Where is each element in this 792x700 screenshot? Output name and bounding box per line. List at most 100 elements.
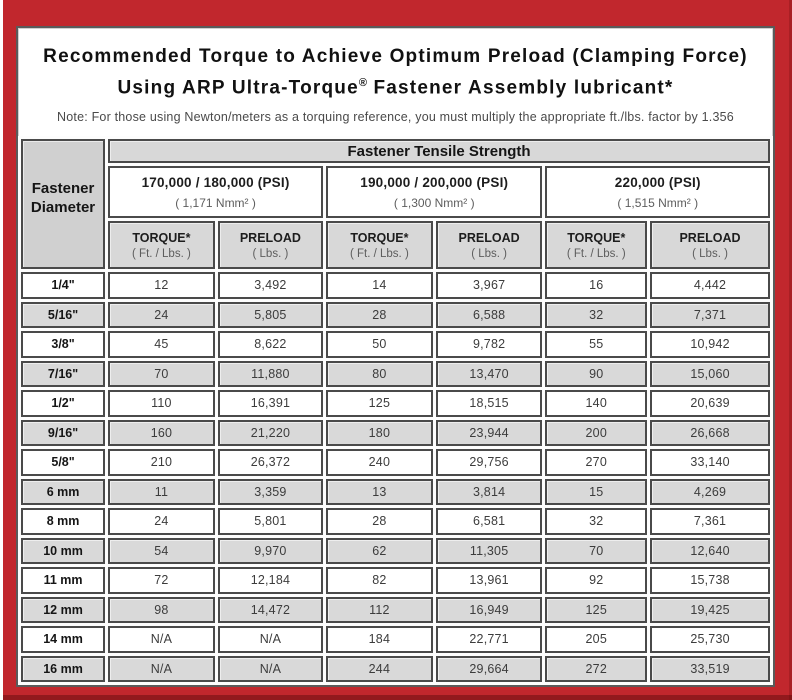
title-block: Recommended Torque to Achieve Optimum Pr…: [18, 28, 773, 136]
torque-value-cell: 32: [545, 508, 648, 535]
table-row: 7/16" 70 11,880 80 13,470 90 15,060: [21, 360, 770, 387]
preload-value-cell: 29,756: [435, 449, 543, 476]
torque-value-cell: N/A: [108, 626, 215, 653]
torque-value-cell: 70: [108, 360, 215, 387]
preload-value-cell: 6,581: [435, 508, 543, 535]
preload-value-cell: 18,515: [435, 390, 543, 417]
preload-value-cell: 8,622: [217, 331, 324, 358]
torque-value-cell: 24: [108, 301, 215, 328]
preload-value-cell: 22,771: [435, 626, 543, 653]
torque-value-cell: 11: [108, 478, 215, 505]
torque-value-cell: N/A: [108, 655, 215, 682]
preload-value-cell: 9,782: [435, 331, 543, 358]
psi-group-row: 170,000 / 180,000 (PSI) ( 1,171 Nmm² ) 1…: [21, 166, 770, 218]
preload-value-cell: 5,801: [217, 508, 324, 535]
torque-spec-table: Fastener Diameter Fastener Tensile Stren…: [18, 136, 773, 685]
preload-value-cell: 5,805: [217, 301, 324, 328]
diameter-cell: 5/16": [21, 301, 106, 328]
diameter-cell: 3/8": [21, 331, 106, 358]
fastener-diameter-header: Fastener Diameter: [21, 139, 106, 269]
table-row: 12 mm 98 14,472 112 16,949 125 19,425: [21, 596, 770, 623]
torque-unit: ( Ft. / Lbs. ): [349, 247, 409, 260]
torque-value-cell: 32: [545, 301, 648, 328]
torque-subheader-3: TORQUE* ( Ft. / Lbs. ): [545, 221, 648, 269]
torque-table-wrap: Fastener Diameter Fastener Tensile Stren…: [18, 136, 773, 685]
diameter-cell: 1/4": [21, 272, 106, 299]
preload-value-cell: 7,371: [650, 301, 770, 328]
psi-label: 220,000 (PSI): [614, 174, 701, 190]
torque-value-cell: 45: [108, 331, 215, 358]
psi-group-170-180: 170,000 / 180,000 (PSI) ( 1,171 Nmm² ): [108, 166, 324, 218]
torque-value-cell: 82: [326, 567, 433, 594]
preload-subheader-3: PRELOAD ( Lbs. ): [650, 221, 770, 269]
diameter-cell: 14 mm: [21, 626, 106, 653]
preload-value-cell: 4,269: [650, 478, 770, 505]
torque-value-cell: 98: [108, 596, 215, 623]
torque-value-cell: 14: [326, 272, 433, 299]
torque-value-cell: 90: [545, 360, 648, 387]
psi-label: 170,000 / 180,000 (PSI): [141, 174, 290, 190]
preload-label: PRELOAD: [458, 230, 520, 245]
diameter-cell: 7/16": [21, 360, 106, 387]
torque-value-cell: 80: [326, 360, 433, 387]
preload-value-cell: 26,372: [217, 449, 324, 476]
torque-value-cell: 50: [326, 331, 433, 358]
preload-value-cell: 13,961: [435, 567, 543, 594]
torque-value-cell: 70: [545, 537, 648, 564]
table-row: 1/2" 110 16,391 125 18,515 140 20,639: [21, 390, 770, 417]
preload-value-cell: 12,184: [217, 567, 324, 594]
diameter-cell: 10 mm: [21, 537, 106, 564]
table-row: 11 mm 72 12,184 82 13,961 92 15,738: [21, 567, 770, 594]
preload-value-cell: 16,391: [217, 390, 324, 417]
diameter-cell: 16 mm: [21, 655, 106, 682]
preload-value-cell: N/A: [217, 626, 324, 653]
torque-value-cell: 180: [326, 419, 433, 446]
torque-value-cell: 72: [108, 567, 215, 594]
table-row: 16 mm N/A N/A 244 29,664 272 33,519: [21, 655, 770, 682]
preload-value-cell: 11,880: [217, 360, 324, 387]
torque-value-cell: 15: [545, 478, 648, 505]
preload-value-cell: 29,664: [435, 655, 543, 682]
fastener-diameter-header-line2: Diameter: [30, 199, 96, 216]
torque-subheader-2: TORQUE* ( Ft. / Lbs. ): [326, 221, 433, 269]
page-title-line1: Recommended Torque to Achieve Optimum Pr…: [43, 45, 748, 67]
nmm-label: ( 1,515 Nmm² ): [617, 195, 699, 210]
preload-subheader-2: PRELOAD ( Lbs. ): [435, 221, 543, 269]
preload-unit: ( Lbs. ): [692, 247, 728, 260]
psi-label: 190,000 / 200,000 (PSI): [360, 174, 509, 190]
torque-value-cell: 210: [108, 449, 215, 476]
torque-value-cell: 28: [326, 508, 433, 535]
diameter-cell: 9/16": [21, 419, 106, 446]
torque-subheader-1: TORQUE* ( Ft. / Lbs. ): [108, 221, 215, 269]
table-row: 5/16" 24 5,805 28 6,588 32 7,371: [21, 301, 770, 328]
torque-value-cell: 125: [326, 390, 433, 417]
torque-value-cell: 24: [108, 508, 215, 535]
table-row: 8 mm 24 5,801 28 6,581 32 7,361: [21, 508, 770, 535]
preload-value-cell: 13,470: [435, 360, 543, 387]
preload-unit: ( Lbs. ): [471, 247, 507, 260]
preload-value-cell: 15,060: [650, 360, 770, 387]
preload-unit: ( Lbs. ): [252, 247, 289, 260]
torque-unit: ( Ft. / Lbs. ): [132, 247, 191, 260]
table-row: 14 mm N/A N/A 184 22,771 205 25,730: [21, 626, 770, 653]
preload-subheader-1: PRELOAD ( Lbs. ): [217, 221, 324, 269]
torque-value-cell: 112: [326, 596, 433, 623]
torque-value-cell: 12: [108, 272, 215, 299]
diameter-cell: 1/2": [21, 390, 106, 417]
page-title-line2-post: Fastener Assembly lubricant*: [366, 77, 674, 99]
preload-value-cell: 26,668: [650, 419, 770, 446]
preload-value-cell: 21,220: [217, 419, 324, 446]
table-row: 3/8" 45 8,622 50 9,782 55 10,942: [21, 331, 770, 358]
torque-value-cell: 54: [108, 537, 215, 564]
torque-value-cell: 184: [326, 626, 433, 653]
torque-value-cell: 272: [545, 655, 648, 682]
diameter-cell: 11 mm: [21, 567, 106, 594]
torque-value-cell: 125: [545, 596, 648, 623]
torque-value-cell: 110: [108, 390, 215, 417]
torque-value-cell: 16: [545, 272, 648, 299]
diameter-cell: 8 mm: [21, 508, 106, 535]
preload-value-cell: N/A: [217, 655, 324, 682]
tensile-header-row: Fastener Diameter Fastener Tensile Stren…: [21, 139, 770, 269]
registered-trademark-symbol: ®: [358, 76, 367, 89]
